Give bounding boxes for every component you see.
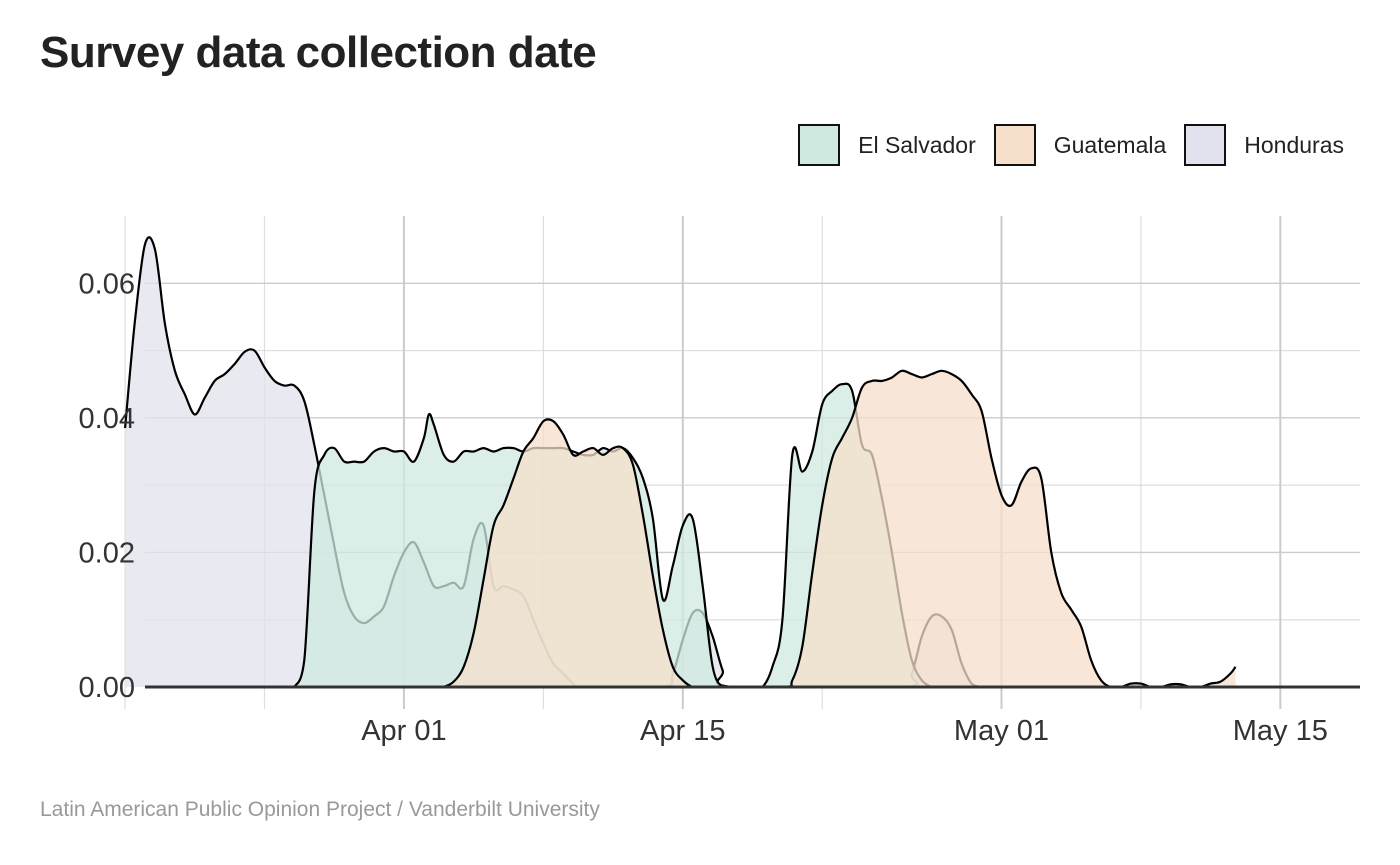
legend: El Salvador Guatemala Honduras bbox=[780, 124, 1344, 166]
legend-label: El Salvador bbox=[858, 131, 976, 158]
legend-swatch bbox=[798, 124, 841, 166]
x-tick-label: Apr 15 bbox=[640, 715, 725, 747]
y-tick-label: 0.00 bbox=[79, 672, 135, 704]
chart-title: Survey data collection date bbox=[40, 28, 597, 77]
legend-swatch bbox=[1184, 124, 1227, 166]
legend-item-el-salvador: El Salvador bbox=[798, 124, 976, 166]
x-tick-label: May 01 bbox=[954, 715, 1049, 747]
legend-item-honduras: Honduras bbox=[1184, 124, 1344, 166]
density-area-guatemala bbox=[443, 370, 1236, 687]
legend-label: Guatemala bbox=[1053, 131, 1167, 158]
legend-label: Honduras bbox=[1244, 131, 1344, 158]
y-tick-label: 0.02 bbox=[79, 537, 135, 569]
x-tick-label: May 15 bbox=[1233, 715, 1328, 747]
chart-caption: Latin American Public Opinion Project / … bbox=[40, 798, 600, 821]
y-tick-label: 0.06 bbox=[79, 268, 135, 300]
y-tick-label: 0.04 bbox=[79, 403, 135, 435]
legend-item-guatemala: Guatemala bbox=[993, 124, 1167, 166]
x-tick-label: Apr 01 bbox=[361, 715, 446, 747]
legend-swatch bbox=[993, 124, 1036, 166]
density-chart: 0.00 0.02 0.04 0.06 Apr 01 Apr 15 May 01 May 15 bbox=[79, 216, 1360, 747]
